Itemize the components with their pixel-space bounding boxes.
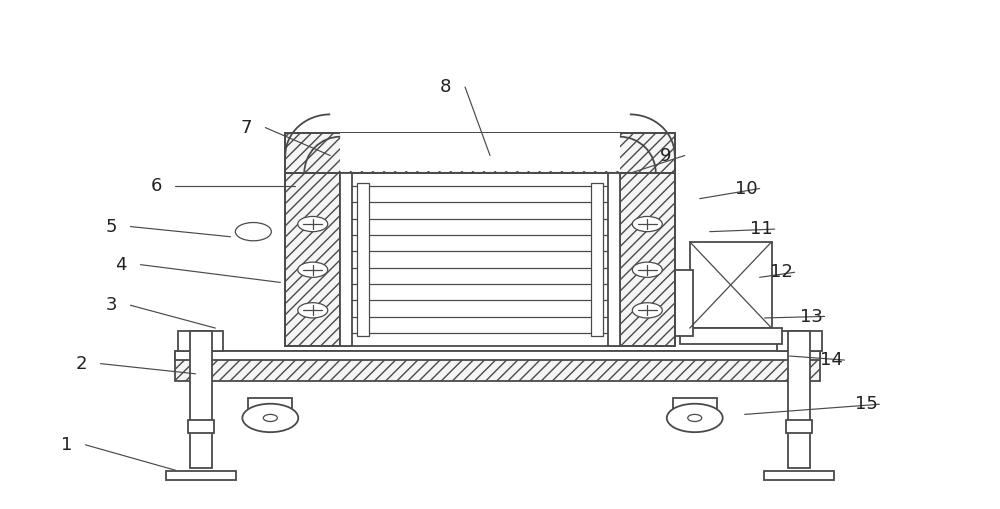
Bar bbox=[285, 133, 675, 173]
Bar bbox=[248, 398, 292, 411]
Text: 10: 10 bbox=[735, 180, 757, 197]
Circle shape bbox=[632, 303, 662, 318]
Bar bbox=[680, 328, 782, 345]
Text: 3: 3 bbox=[106, 296, 117, 315]
Text: 15: 15 bbox=[855, 395, 877, 413]
Text: 9: 9 bbox=[660, 147, 671, 164]
Bar bbox=[285, 173, 340, 346]
Bar bbox=[788, 331, 810, 468]
Bar bbox=[764, 471, 834, 480]
Circle shape bbox=[298, 216, 328, 232]
Bar bbox=[340, 133, 620, 171]
Bar bbox=[673, 398, 717, 411]
Bar bbox=[777, 331, 822, 351]
Bar bbox=[285, 133, 675, 173]
Bar bbox=[357, 183, 369, 336]
Circle shape bbox=[667, 404, 723, 432]
Circle shape bbox=[242, 404, 298, 432]
Bar bbox=[175, 351, 820, 381]
Bar bbox=[340, 173, 620, 346]
Circle shape bbox=[235, 222, 271, 241]
Bar bbox=[591, 183, 603, 336]
Circle shape bbox=[263, 414, 277, 421]
Bar bbox=[188, 420, 214, 433]
Circle shape bbox=[632, 216, 662, 232]
Text: 2: 2 bbox=[76, 355, 87, 373]
Text: 6: 6 bbox=[150, 177, 162, 195]
Bar bbox=[620, 173, 675, 346]
Bar bbox=[675, 270, 693, 336]
Text: 12: 12 bbox=[770, 263, 792, 281]
Bar bbox=[190, 331, 212, 468]
Text: 7: 7 bbox=[240, 119, 252, 137]
Circle shape bbox=[632, 262, 662, 277]
Bar bbox=[285, 173, 340, 346]
Bar bbox=[340, 173, 352, 346]
Circle shape bbox=[298, 262, 328, 277]
Circle shape bbox=[688, 414, 702, 421]
Text: 11: 11 bbox=[750, 220, 772, 238]
Bar bbox=[178, 331, 223, 351]
Text: 1: 1 bbox=[61, 436, 72, 454]
Text: 4: 4 bbox=[116, 256, 127, 274]
Bar bbox=[690, 242, 772, 328]
Bar bbox=[786, 420, 812, 433]
Bar bbox=[166, 471, 236, 480]
Text: 14: 14 bbox=[820, 351, 842, 369]
Circle shape bbox=[298, 303, 328, 318]
Text: 13: 13 bbox=[800, 307, 822, 325]
Text: 5: 5 bbox=[106, 218, 117, 236]
Bar bbox=[175, 351, 820, 360]
Bar bbox=[620, 173, 675, 346]
Text: 8: 8 bbox=[440, 78, 451, 96]
Bar bbox=[608, 173, 620, 346]
